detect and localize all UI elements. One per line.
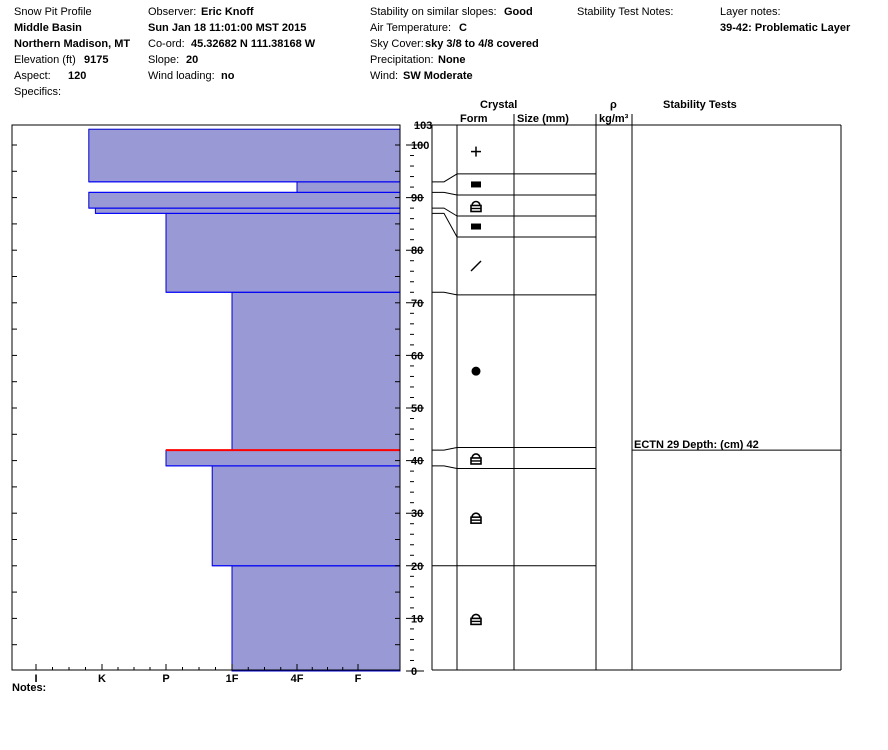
surface-hoar-symbol	[471, 223, 481, 230]
grain-table	[432, 114, 842, 671]
hardness-layer-bar	[296, 181, 401, 193]
hardness-tick-label: 4F	[291, 673, 304, 685]
stability-notes-label: Stability Test Notes:	[577, 6, 674, 18]
depth-tick-label: 0	[411, 666, 417, 678]
slope-label: Slope:	[148, 54, 180, 66]
profile-title: Snow Pit Profile	[14, 6, 92, 18]
region: Northern Madison, MT	[14, 38, 131, 50]
depth-tick-label: 70	[411, 298, 423, 310]
depth-tick-label: 80	[411, 245, 423, 257]
slope-value: 20	[186, 54, 199, 66]
layer-connector	[432, 207, 458, 217]
hardness-tick-label: P	[162, 673, 169, 685]
location: Middle Basin	[14, 22, 82, 34]
hardness-layer-bar	[88, 191, 401, 209]
stability-value: Good	[504, 6, 533, 18]
wind-label: Wind:	[370, 70, 399, 82]
hardness-layer-bar	[88, 128, 401, 183]
elevation-value: 9175	[84, 54, 109, 66]
hardness-layer-bar	[231, 565, 401, 672]
faceted-symbol	[470, 453, 482, 465]
hardness-tick-label: 1F	[226, 673, 239, 685]
coord-value: 45.32682 N 111.38168 W	[191, 38, 316, 50]
faceted-symbol	[470, 613, 482, 626]
wind-value: SW Moderate	[403, 70, 473, 82]
rho-header: ρ	[610, 99, 617, 111]
depth-tick-label: 50	[411, 403, 423, 415]
hardness-layers	[88, 128, 401, 672]
sky-value: sky 3/8 to 4/8 covered	[425, 38, 539, 50]
air-temp-label: Air Temperature:	[370, 22, 452, 34]
layer-connector	[432, 291, 458, 296]
hardness-tick-label: K	[98, 673, 106, 685]
hardness-layer-bar	[231, 291, 401, 451]
new-snow-symbol	[471, 146, 481, 157]
hardness-tick-label: F	[355, 673, 362, 685]
rounds-symbol	[471, 366, 481, 376]
crystal-header: Crystal	[480, 99, 518, 111]
layer-notes-label: Layer notes:	[720, 6, 781, 18]
depth-axis: 103 0 10 20 30 40 50 60 70 80 90 100	[406, 120, 433, 678]
hardness-tick-label: I	[34, 673, 37, 685]
observer-label: Observer:	[148, 6, 197, 18]
faceted-symbol	[470, 200, 482, 213]
layer-connector	[432, 465, 458, 469]
depth-tick-label: 90	[411, 193, 423, 205]
precip-label: Precipitation:	[370, 54, 434, 66]
depth-tick-label: 40	[411, 456, 423, 468]
size-header: Size (mm)	[517, 113, 569, 125]
hardness-layer-bar	[211, 465, 401, 567]
depth-tick-label: 20	[411, 561, 423, 573]
hardness-layer-bar	[165, 449, 401, 467]
hardness-ticks: I K P 1F 4F F	[12, 144, 400, 685]
layer-notes-value: 39-42: Problematic Layer	[720, 22, 851, 34]
hardness-layer-bar	[165, 212, 401, 293]
aspect-value: 120	[68, 70, 87, 82]
depth-tick-label: 10	[411, 613, 423, 625]
observer-value: Eric Knoff	[201, 6, 254, 18]
sky-label: Sky Cover:	[370, 38, 424, 50]
rho-unit-header: kg/m³	[599, 113, 629, 125]
layer-connector	[432, 191, 458, 196]
depth-tick-label: 100	[411, 140, 429, 152]
wind-loading-value: no	[221, 70, 235, 82]
decomposing-symbol	[470, 260, 482, 272]
specifics-label: Specifics:	[14, 86, 62, 98]
hardness-plot-frame	[11, 124, 401, 671]
precip-value: None	[438, 54, 466, 66]
faceted-symbol	[470, 512, 482, 524]
layer-connector	[432, 212, 458, 238]
aspect-label: Aspect:	[14, 70, 51, 82]
form-header: Form	[460, 113, 488, 125]
depth-top-label: 103	[414, 120, 432, 132]
datetime: Sun Jan 18 11:01:00 MST 2015	[148, 22, 307, 34]
notes-label: Notes:	[12, 682, 47, 694]
elevation-label: Elevation (ft)	[14, 54, 76, 66]
stability-test-label: ECTN 29 Depth: (cm) 42	[634, 439, 759, 451]
stability-label: Stability on similar slopes:	[370, 6, 497, 18]
layer-connector	[432, 173, 458, 183]
wind-loading-label: Wind loading:	[148, 70, 215, 82]
surface-hoar-symbol	[471, 181, 481, 188]
stability-tests-header: Stability Tests	[663, 99, 737, 111]
air-temp-value: C	[459, 22, 467, 34]
depth-tick-label: 60	[411, 350, 423, 362]
coord-label: Co-ord:	[148, 38, 185, 50]
hardness-frame-rect	[11, 124, 401, 671]
depth-tick-label: 30	[411, 508, 423, 520]
layer-connector	[432, 446, 458, 451]
hardness-layer-bar	[94, 207, 401, 214]
